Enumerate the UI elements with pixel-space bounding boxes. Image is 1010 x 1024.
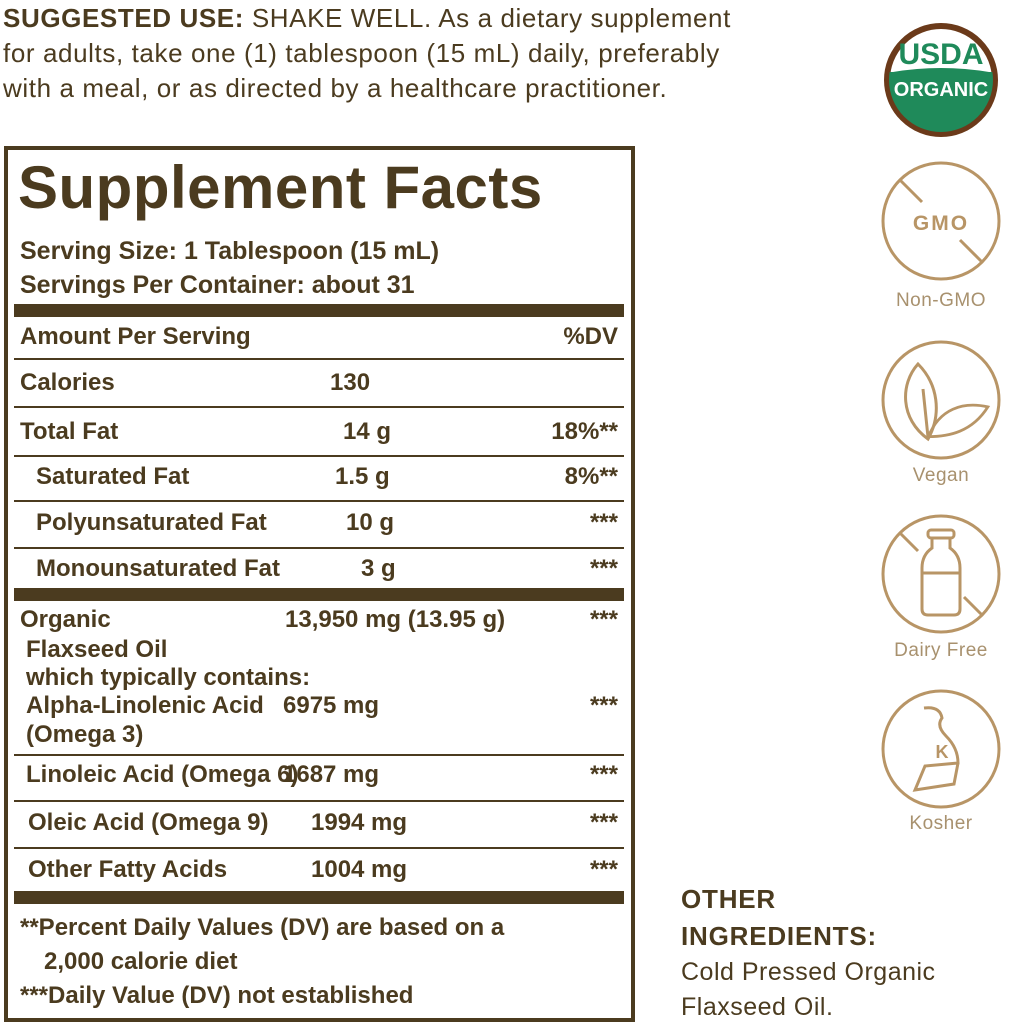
nutrient-name: (Omega 3) xyxy=(26,721,144,748)
suggested-use-text: SHAKE WELL. As a dietary supplement xyxy=(244,3,731,33)
nutrient-name: Monounsaturated Fat xyxy=(36,555,280,582)
facts-title: Supplement Facts xyxy=(18,154,543,221)
servings-per-container: Servings Per Container: about 31 xyxy=(20,271,415,299)
nutrient-amount: 130 xyxy=(330,369,371,396)
divider-thick xyxy=(14,588,624,601)
dairy-free-bottle-icon xyxy=(881,514,1001,634)
kosher-icon: K xyxy=(881,689,1001,809)
nutrient-dv: *** xyxy=(589,856,618,883)
header-amount: Amount Per Serving xyxy=(20,323,251,350)
nutrient-amount: 1004 mg xyxy=(311,856,408,883)
kosher-letter: K xyxy=(936,742,949,762)
nutrient-dv: 18%** xyxy=(551,418,618,445)
nutrient-name: Flaxseed Oil xyxy=(26,636,168,663)
nutrient-dv: *** xyxy=(589,761,618,788)
divider-thin xyxy=(14,754,624,756)
usda-text: USDA xyxy=(898,38,983,71)
dairy-free-label: Dairy Free xyxy=(894,640,988,661)
vegan-label: Vegan xyxy=(912,465,970,486)
nutrient-name: Linoleic Acid (Omega 6) xyxy=(26,761,299,788)
nutrient-dv: *** xyxy=(589,692,618,719)
divider-thin xyxy=(14,406,624,408)
supplement-facts-panel xyxy=(4,146,635,1022)
header-dv: %DV xyxy=(563,323,618,350)
nutrient-dv: *** xyxy=(589,809,618,836)
suggested-use-line1: SUGGESTED USE: SHAKE WELL. As a dietary … xyxy=(3,0,731,36)
nutrient-name: Other Fatty Acids xyxy=(28,856,228,883)
footnote-dv: **Percent Daily Values (DV) are based on… xyxy=(20,914,505,941)
nutrient-amount: 1994 mg xyxy=(311,809,408,836)
non-gmo-label: Non-GMO xyxy=(895,290,987,311)
divider-thick xyxy=(14,891,624,904)
nutrient-amount: 6975 mg xyxy=(283,692,380,719)
divider-thin xyxy=(14,847,624,849)
divider-thin xyxy=(14,500,624,502)
suggested-use-line2: for adults, take one (1) tablespoon (15 … xyxy=(3,38,720,68)
nutrient-amount: 14 g xyxy=(343,418,392,445)
non-gmo-icon: GMO xyxy=(881,161,1001,281)
other-ingredients-text-2: Flaxseed Oil. xyxy=(681,993,834,1021)
organic-text: ORGANIC xyxy=(894,79,988,101)
nutrient-dv: *** xyxy=(589,509,618,536)
nutrient-amount: 10 g xyxy=(346,509,395,536)
suggested-use-line3: with a meal, or as directed by a healthc… xyxy=(3,73,668,103)
footnote-not-established: ***Daily Value (DV) not established xyxy=(20,982,414,1009)
divider-thin xyxy=(14,800,624,802)
divider-thin xyxy=(14,547,624,549)
divider-thin xyxy=(14,455,624,457)
nutrient-name: which typically contains: xyxy=(26,664,311,691)
nutrient-name: Alpha-Linolenic Acid xyxy=(26,692,264,719)
nutrient-name: Oleic Acid (Omega 9) xyxy=(28,809,269,836)
nutrient-dv: *** xyxy=(589,606,618,633)
nutrient-amount: 1.5 g xyxy=(335,463,390,490)
vegan-leaf-icon xyxy=(881,340,1001,460)
nutrient-name: Total Fat xyxy=(20,418,119,445)
nutrient-amount: 3 g xyxy=(361,555,396,582)
serving-size: Serving Size: 1 Tablespoon (15 mL) xyxy=(20,237,440,265)
nutrient-name: Calories xyxy=(20,369,115,396)
footnote-dv-cont: 2,000 calorie diet xyxy=(44,948,238,975)
nutrient-name: Polyunsaturated Fat xyxy=(36,509,267,536)
other-ingredients-text: Cold Pressed Organic xyxy=(681,958,936,986)
other-ingredients-heading: OTHER xyxy=(681,884,776,914)
gmo-text: GMO xyxy=(913,212,969,235)
other-ingredients-heading-2: INGREDIENTS: xyxy=(681,921,877,951)
nutrient-name: Saturated Fat xyxy=(36,463,190,490)
nutrient-amount: 13,950 mg (13.95 g) xyxy=(285,606,506,633)
divider-thick xyxy=(14,304,624,317)
nutrient-name: Organic xyxy=(20,606,111,633)
nutrient-dv: *** xyxy=(589,555,618,582)
suggested-use-label: SUGGESTED USE: xyxy=(3,3,244,33)
kosher-label: Kosher xyxy=(909,813,973,834)
usda-organic-seal: USDA ORGANIC xyxy=(884,23,998,137)
nutrient-amount: 1687 mg xyxy=(283,761,380,788)
divider-thin xyxy=(14,358,624,360)
nutrient-dv: 8%** xyxy=(564,463,618,490)
